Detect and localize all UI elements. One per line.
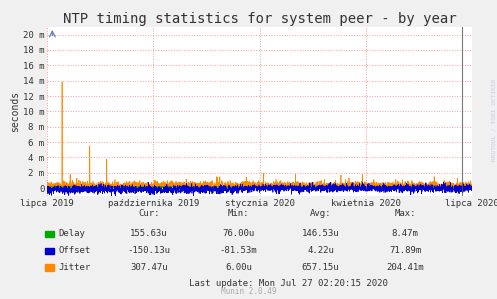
Text: Max:: Max:	[394, 209, 416, 218]
Text: 4.22u: 4.22u	[307, 246, 334, 255]
Text: Munin 2.0.49: Munin 2.0.49	[221, 287, 276, 296]
Text: 76.00u: 76.00u	[223, 229, 254, 238]
Text: 8.47m: 8.47m	[392, 229, 418, 238]
Text: Avg:: Avg:	[310, 209, 331, 218]
Text: Delay: Delay	[59, 229, 85, 238]
Text: -81.53m: -81.53m	[220, 246, 257, 255]
Text: 307.47u: 307.47u	[130, 263, 168, 272]
Text: 155.63u: 155.63u	[130, 229, 168, 238]
Text: 204.41m: 204.41m	[386, 263, 424, 272]
Y-axis label: seconds: seconds	[10, 91, 20, 132]
Text: 657.15u: 657.15u	[302, 263, 339, 272]
Text: Min:: Min:	[228, 209, 249, 218]
Text: 6.00u: 6.00u	[225, 263, 252, 272]
Text: 71.89m: 71.89m	[389, 246, 421, 255]
Text: RRDTOOL / TOBI OETIKER: RRDTOOL / TOBI OETIKER	[491, 78, 496, 161]
Text: -150.13u: -150.13u	[128, 246, 170, 255]
Title: NTP timing statistics for system peer - by year: NTP timing statistics for system peer - …	[63, 12, 457, 26]
Text: Last update: Mon Jul 27 02:20:15 2020: Last update: Mon Jul 27 02:20:15 2020	[189, 279, 388, 288]
Text: Jitter: Jitter	[59, 263, 91, 272]
Text: 146.53u: 146.53u	[302, 229, 339, 238]
Text: Cur:: Cur:	[138, 209, 160, 218]
Text: Offset: Offset	[59, 246, 91, 255]
